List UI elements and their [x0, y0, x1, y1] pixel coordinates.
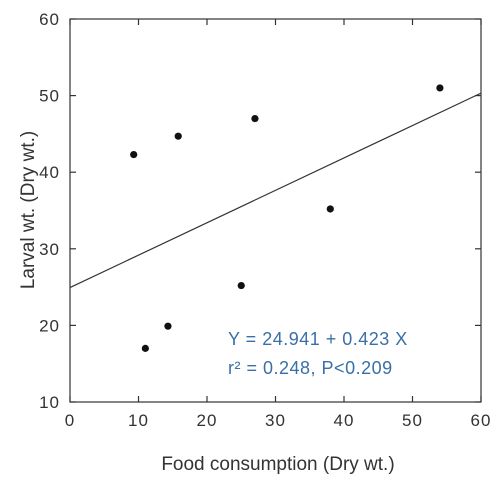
x-tick-label: 30: [265, 411, 286, 430]
x-tick-label: 40: [334, 411, 355, 430]
y-axis-ticks: 10 20 30 40 50 60: [39, 10, 481, 412]
x-tick-label: 50: [402, 411, 423, 430]
x-tick-label: 0: [65, 411, 75, 430]
data-point: [436, 84, 444, 92]
data-point: [164, 322, 172, 330]
data-points: [130, 84, 444, 352]
y-tick-label: 30: [39, 240, 60, 259]
y-tick-label: 40: [39, 163, 60, 182]
regression-stats: r² = 0.248, P<0.209: [228, 358, 393, 378]
x-axis-ticks: 0 10 20 30 40 50 60: [65, 19, 492, 430]
x-tick-label: 60: [471, 411, 492, 430]
y-tick-label: 50: [39, 87, 60, 106]
regression-equation: Y = 24.941 + 0.423 X: [228, 329, 408, 349]
y-tick-label: 10: [39, 393, 60, 412]
data-point: [326, 205, 334, 213]
data-point: [174, 132, 182, 140]
x-tick-label: 10: [128, 411, 149, 430]
data-point: [237, 281, 245, 290]
data-point: [130, 150, 138, 159]
regression-line: [69, 92, 482, 289]
x-axis-title: Food consumption (Dry wt.): [161, 454, 394, 475]
data-point: [141, 344, 149, 352]
y-tick-label: 20: [39, 316, 60, 335]
data-point: [251, 114, 259, 123]
x-tick-label: 20: [197, 411, 218, 430]
y-axis-title: Larval wt. (Dry wt.): [18, 131, 39, 289]
y-tick-label: 60: [39, 10, 60, 29]
